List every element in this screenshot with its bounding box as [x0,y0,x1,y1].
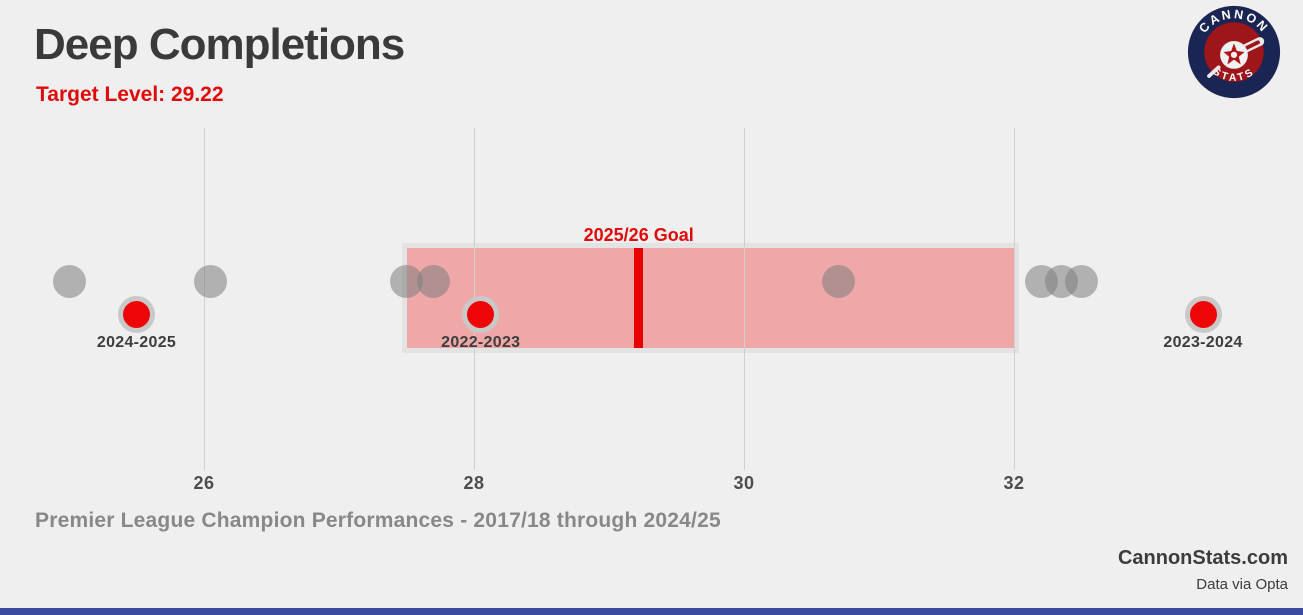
champion-dot [194,264,228,298]
page-title: Deep Completions [34,20,405,69]
x-tick-label: 30 [733,473,755,493]
gridline [1014,128,1015,470]
goal-label: 2025/26 Goal [583,225,694,245]
x-tick-label: 28 [463,473,485,493]
x-tick-label: 26 [193,473,215,493]
brand-text: CannonStats.com [1117,547,1288,569]
footer-accent-bar [0,608,1303,615]
season-dot [1184,295,1222,333]
chart-caption: Premier League Champion Performances - 2… [35,509,721,532]
goal-line [634,248,644,348]
season-dot [462,295,500,333]
cannon-stats-logo-icon: CANNON STATS [1187,5,1281,99]
x-tick-label: 32 [1003,473,1025,493]
champion-dot [822,264,855,298]
season-label: 2023-2024 [1163,334,1243,351]
season-label: 2024-2025 [96,334,177,351]
target-band [401,243,1019,353]
cannon-icon [1207,37,1265,78]
champion-dot [52,264,86,298]
season-dot [118,295,155,333]
champion-dot [1065,264,1098,298]
target-level-subtitle: Target Level: 29.22 [36,83,224,106]
gridline [744,128,745,470]
data-credit: Data via Opta [1196,576,1288,593]
season-label: 2022-2023 [441,334,521,351]
champion-dot [417,264,450,298]
gridline [204,128,205,470]
